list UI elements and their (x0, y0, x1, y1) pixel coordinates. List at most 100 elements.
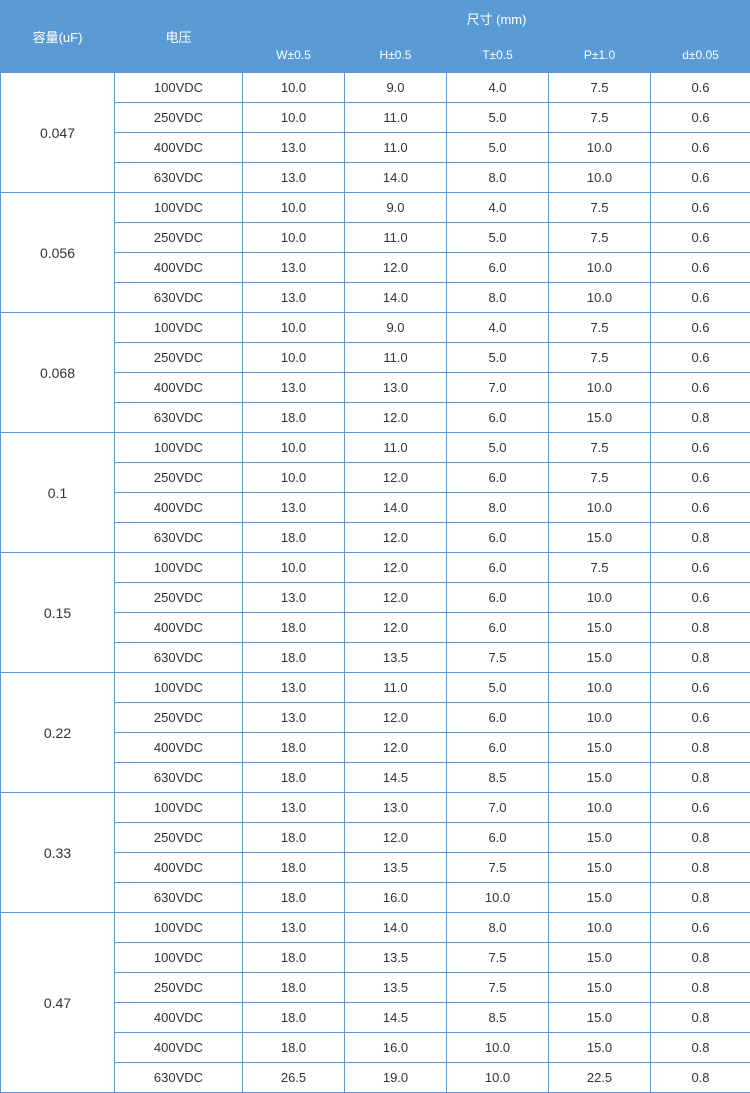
h-cell: 12.0 (345, 583, 447, 613)
d-cell: 0.8 (651, 1003, 750, 1033)
header-p: P±1.0 (549, 37, 651, 73)
capacity-cell: 0.068 (1, 313, 115, 433)
h-cell: 12.0 (345, 733, 447, 763)
voltage-cell: 250VDC (115, 103, 243, 133)
w-cell: 10.0 (243, 433, 345, 463)
header-voltage: 电压 (115, 1, 243, 73)
voltage-cell: 400VDC (115, 853, 243, 883)
voltage-cell: 250VDC (115, 973, 243, 1003)
h-cell: 13.5 (345, 973, 447, 1003)
p-cell: 22.5 (549, 1063, 651, 1093)
p-cell: 15.0 (549, 733, 651, 763)
w-cell: 13.0 (243, 793, 345, 823)
t-cell: 8.0 (447, 163, 549, 193)
p-cell: 15.0 (549, 763, 651, 793)
table-row: 0.47100VDC13.014.08.010.00.6 (1, 913, 750, 943)
d-cell: 0.8 (651, 733, 750, 763)
h-cell: 13.0 (345, 373, 447, 403)
t-cell: 6.0 (447, 583, 549, 613)
t-cell: 7.0 (447, 373, 549, 403)
d-cell: 0.6 (651, 253, 750, 283)
w-cell: 10.0 (243, 463, 345, 493)
w-cell: 10.0 (243, 73, 345, 103)
header-h: H±0.5 (345, 37, 447, 73)
voltage-cell: 630VDC (115, 283, 243, 313)
d-cell: 0.8 (651, 853, 750, 883)
p-cell: 7.5 (549, 343, 651, 373)
voltage-cell: 400VDC (115, 133, 243, 163)
p-cell: 15.0 (549, 1033, 651, 1063)
table-body: 0.047100VDC10.09.04.07.50.6250VDC10.011.… (1, 73, 750, 1093)
t-cell: 6.0 (447, 463, 549, 493)
voltage-cell: 100VDC (115, 913, 243, 943)
t-cell: 7.5 (447, 853, 549, 883)
t-cell: 4.0 (447, 73, 549, 103)
t-cell: 5.0 (447, 223, 549, 253)
w-cell: 13.0 (243, 583, 345, 613)
w-cell: 10.0 (243, 193, 345, 223)
t-cell: 10.0 (447, 1033, 549, 1063)
d-cell: 0.8 (651, 613, 750, 643)
voltage-cell: 100VDC (115, 313, 243, 343)
p-cell: 15.0 (549, 403, 651, 433)
w-cell: 18.0 (243, 523, 345, 553)
spec-table: 容量(uF) 电压 尺寸 (mm) W±0.5 H±0.5 T±0.5 P±1.… (0, 0, 750, 1093)
p-cell: 15.0 (549, 943, 651, 973)
h-cell: 14.5 (345, 1003, 447, 1033)
t-cell: 10.0 (447, 883, 549, 913)
voltage-cell: 400VDC (115, 253, 243, 283)
d-cell: 0.8 (651, 643, 750, 673)
h-cell: 14.0 (345, 493, 447, 523)
d-cell: 0.6 (651, 433, 750, 463)
t-cell: 5.0 (447, 433, 549, 463)
w-cell: 26.5 (243, 1063, 345, 1093)
d-cell: 0.6 (651, 913, 750, 943)
h-cell: 12.0 (345, 253, 447, 283)
w-cell: 18.0 (243, 643, 345, 673)
h-cell: 12.0 (345, 613, 447, 643)
w-cell: 18.0 (243, 973, 345, 1003)
voltage-cell: 400VDC (115, 373, 243, 403)
capacity-cell: 0.22 (1, 673, 115, 793)
w-cell: 10.0 (243, 313, 345, 343)
w-cell: 13.0 (243, 133, 345, 163)
voltage-cell: 100VDC (115, 793, 243, 823)
d-cell: 0.6 (651, 493, 750, 523)
t-cell: 5.0 (447, 673, 549, 703)
header-t: T±0.5 (447, 37, 549, 73)
h-cell: 12.0 (345, 823, 447, 853)
h-cell: 12.0 (345, 403, 447, 433)
d-cell: 0.6 (651, 373, 750, 403)
h-cell: 11.0 (345, 133, 447, 163)
d-cell: 0.8 (651, 403, 750, 433)
t-cell: 5.0 (447, 133, 549, 163)
w-cell: 18.0 (243, 1003, 345, 1033)
d-cell: 0.8 (651, 973, 750, 1003)
t-cell: 5.0 (447, 343, 549, 373)
capacity-cell: 0.15 (1, 553, 115, 673)
t-cell: 6.0 (447, 823, 549, 853)
voltage-cell: 250VDC (115, 583, 243, 613)
d-cell: 0.8 (651, 1063, 750, 1093)
t-cell: 8.0 (447, 283, 549, 313)
t-cell: 6.0 (447, 403, 549, 433)
capacity-cell: 0.1 (1, 433, 115, 553)
d-cell: 0.6 (651, 73, 750, 103)
p-cell: 15.0 (549, 883, 651, 913)
p-cell: 10.0 (549, 673, 651, 703)
t-cell: 6.0 (447, 553, 549, 583)
table-row: 0.33100VDC13.013.07.010.00.6 (1, 793, 750, 823)
h-cell: 11.0 (345, 433, 447, 463)
voltage-cell: 630VDC (115, 763, 243, 793)
h-cell: 19.0 (345, 1063, 447, 1093)
d-cell: 0.8 (651, 823, 750, 853)
voltage-cell: 250VDC (115, 343, 243, 373)
w-cell: 13.0 (243, 283, 345, 313)
h-cell: 14.0 (345, 163, 447, 193)
p-cell: 7.5 (549, 313, 651, 343)
d-cell: 0.6 (651, 133, 750, 163)
d-cell: 0.6 (651, 313, 750, 343)
d-cell: 0.6 (651, 163, 750, 193)
voltage-cell: 630VDC (115, 643, 243, 673)
t-cell: 4.0 (447, 193, 549, 223)
